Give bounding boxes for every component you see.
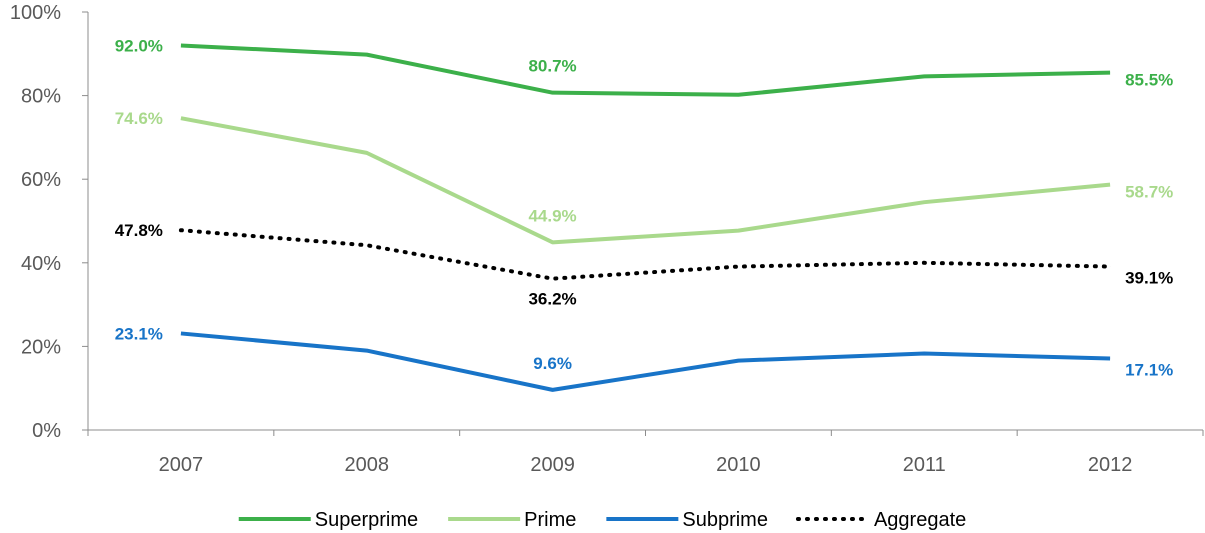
legend-label: Subprime	[682, 509, 768, 531]
x-tick-label: 2009	[530, 454, 575, 476]
y-tick-label: 60%	[21, 169, 61, 191]
x-tick-label: 2011	[903, 454, 946, 476]
series-line-superprime	[180, 43, 1111, 97]
x-tick-label: 2012	[1088, 454, 1133, 476]
data-label-superprime: 92.0%	[115, 36, 163, 55]
series-line-prime	[180, 116, 1111, 245]
data-label-prime: 44.9%	[528, 206, 576, 225]
x-tick-label: 2010	[716, 454, 761, 476]
legend-label: Superprime	[315, 509, 418, 531]
y-tick-label: 0%	[32, 420, 61, 442]
data-label-subprime: 9.6%	[533, 354, 572, 373]
y-tick-label: 40%	[21, 253, 61, 275]
data-label-superprime: 80.7%	[528, 57, 576, 76]
y-tick-label: 20%	[21, 336, 61, 358]
legend-label: Prime	[524, 509, 576, 531]
data-label-subprime: 23.1%	[115, 324, 163, 343]
data-label-superprime: 85.5%	[1125, 71, 1173, 90]
data-label-prime: 58.7%	[1125, 183, 1173, 202]
y-tick-label: 80%	[21, 86, 61, 108]
data-label-prime: 74.6%	[115, 109, 163, 128]
y-tick-label: 100%	[10, 2, 61, 24]
x-tick-label: 2008	[345, 454, 390, 476]
data-label-aggregate: 36.2%	[528, 290, 576, 309]
data-label-aggregate: 47.8%	[115, 221, 163, 240]
series-line-subprime	[180, 331, 1111, 392]
legend-label: Aggregate	[874, 509, 966, 531]
series-line-aggregate	[178, 228, 1113, 281]
data-label-subprime: 17.1%	[1125, 361, 1173, 380]
data-label-aggregate: 39.1%	[1125, 269, 1173, 288]
x-tick-label: 2007	[159, 454, 204, 476]
